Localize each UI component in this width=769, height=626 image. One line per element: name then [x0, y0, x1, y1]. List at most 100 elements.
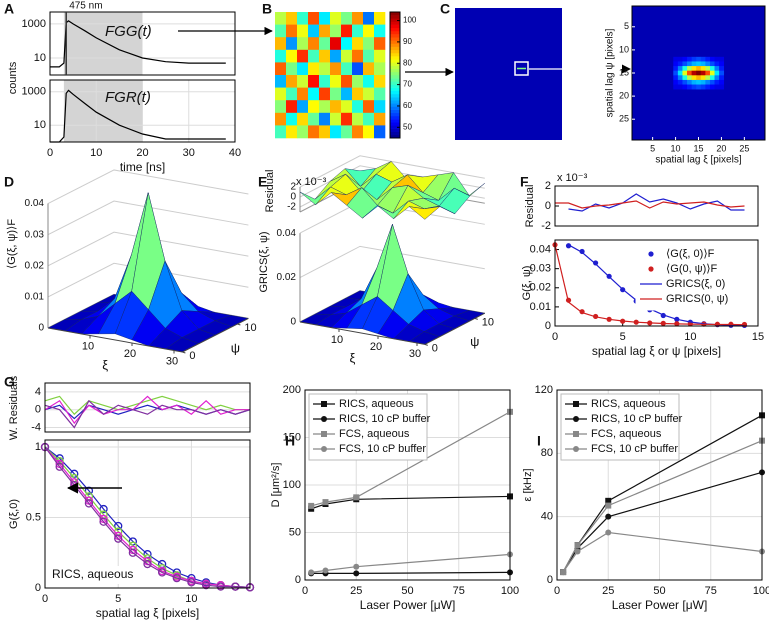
x-tick-label: 20 — [716, 143, 726, 153]
heat-cell — [297, 62, 309, 76]
colorbar-step — [390, 131, 400, 136]
tick-mark — [182, 351, 186, 354]
colorbar-step — [390, 87, 400, 92]
colorbar-step — [390, 122, 400, 126]
y-tick-label: 4 — [35, 386, 41, 398]
series-line — [44, 395, 250, 425]
y-axis-label: Residual — [524, 185, 536, 228]
heat-cell — [677, 66, 683, 71]
y-tick-label: 2 — [545, 180, 551, 192]
heat-cell — [719, 70, 725, 76]
heat-cell — [682, 79, 688, 85]
colorbar-step — [390, 97, 400, 101]
marker — [187, 573, 196, 583]
series-line — [555, 200, 745, 209]
legend-marker — [573, 401, 579, 407]
x-tick-label: 10 — [671, 143, 681, 153]
heat-cell — [673, 70, 679, 76]
heat-cell — [330, 100, 342, 114]
heat-cell — [374, 49, 386, 63]
marker — [574, 548, 581, 555]
y-axis-label: ψ — [470, 334, 479, 349]
heat-cell — [696, 56, 702, 62]
colorbar-step — [390, 128, 400, 132]
y-tick-label: 10 — [482, 316, 494, 328]
legend-label: RICS, 10 cP buffer — [591, 413, 683, 425]
y-tick-label: 0 — [35, 404, 41, 416]
y-axis-label: Residual — [264, 170, 276, 213]
y-axis-label: ε [kHz] — [522, 468, 534, 501]
heat-cell — [677, 56, 683, 62]
heat-cell — [352, 62, 364, 76]
x-axis-label: ξ — [102, 357, 108, 372]
panel-letter: D — [4, 174, 14, 190]
heat-cell — [709, 84, 715, 90]
heat-cell — [696, 84, 702, 90]
colorbar-step — [390, 59, 400, 63]
marker — [114, 521, 123, 531]
colorbar-step — [390, 27, 400, 32]
heat-cell — [308, 12, 320, 25]
heat-cell — [352, 87, 364, 101]
heat-cell — [673, 61, 679, 67]
panel-letter: C — [440, 1, 450, 17]
colorbar-step — [390, 75, 400, 79]
x-tick-label: 0 — [42, 593, 48, 605]
legend-marker — [648, 266, 654, 272]
annotation-box — [47, 566, 129, 584]
colorbar-step — [390, 15, 400, 19]
x-tick-label: 10 — [90, 147, 102, 159]
x-tick-label: 10 — [331, 334, 343, 346]
heat-cell — [709, 66, 715, 71]
legend-marker — [321, 446, 327, 452]
y-axis-label: spatial lag ψ [pixels] — [605, 28, 616, 117]
heat-cell — [319, 100, 331, 114]
tick-mark — [237, 323, 241, 326]
heat-cell — [677, 79, 683, 85]
heat-cell — [719, 75, 725, 81]
y-tick-label: 40 — [541, 511, 553, 523]
y-tick-label: 100 — [283, 479, 301, 491]
heat-cell — [275, 112, 287, 126]
heat-cell — [709, 56, 715, 62]
y-axis-label: W. Residuals — [8, 375, 20, 440]
heat-cell — [687, 66, 692, 71]
z-tick-label: 0.02 — [25, 260, 45, 271]
legend-label: FCS, 10 cP buffer — [339, 443, 426, 455]
y-axis-label: GRICS(ξ, ψ) — [258, 231, 270, 292]
heat-cell — [275, 49, 287, 63]
marker — [157, 568, 167, 577]
heat-cell — [709, 70, 715, 76]
y-tick-label: 120 — [535, 384, 553, 396]
marker — [99, 517, 108, 526]
z-tick-label: 0 — [290, 317, 296, 328]
heat-cell — [687, 70, 692, 76]
heat-cell — [319, 125, 331, 139]
y-tick-label: 0 — [545, 200, 551, 212]
y-tick-label: 5 — [624, 21, 629, 31]
heat-cell — [682, 70, 688, 76]
heat-cell — [719, 66, 725, 71]
x-axis — [299, 321, 425, 345]
x-tick-label: 5 — [650, 143, 655, 153]
colorbar-step — [390, 18, 400, 22]
heat-cell — [297, 49, 309, 63]
x-tick-label: 30 — [183, 147, 195, 159]
legend-marker — [648, 251, 654, 257]
heat-cell — [719, 56, 725, 62]
heat-cell — [677, 61, 683, 67]
marker — [593, 260, 599, 266]
marker — [172, 573, 181, 583]
legend-label: ⟨G(ξ, 0)⟩F — [666, 248, 715, 260]
legend-marker — [573, 446, 579, 452]
heat-cell — [363, 49, 375, 63]
heat-cell — [714, 66, 720, 71]
colorbar-frame — [389, 11, 401, 139]
heat-cell — [308, 87, 320, 101]
heat-cell — [286, 12, 298, 25]
colorbar-step — [390, 103, 400, 107]
y-axis-label: G(ξ,0) — [8, 499, 20, 529]
heat-cell — [297, 125, 309, 139]
marker — [216, 582, 225, 591]
